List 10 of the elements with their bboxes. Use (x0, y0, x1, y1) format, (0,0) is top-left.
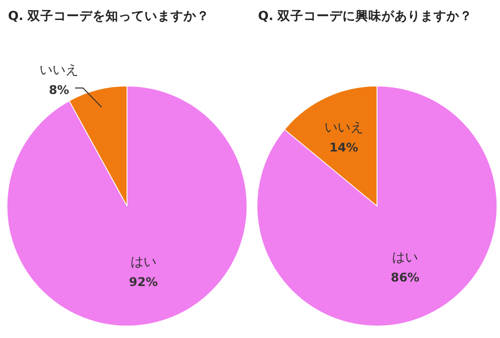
slice-label: いいえ (324, 120, 364, 136)
slice-label: はい (392, 250, 418, 266)
chart-title: Q. 双子コーデを知っていますか？ (8, 8, 210, 23)
slice-label: はい (130, 254, 156, 270)
slice-label: いいえ (40, 63, 78, 78)
data-label: 8% (48, 83, 70, 97)
data-label: 14% (329, 140, 358, 154)
data-label: 92% (129, 274, 158, 289)
data-label: 86% (390, 270, 420, 285)
chart-title: Q. 双子コーデに興味がありますか？ (258, 8, 473, 23)
